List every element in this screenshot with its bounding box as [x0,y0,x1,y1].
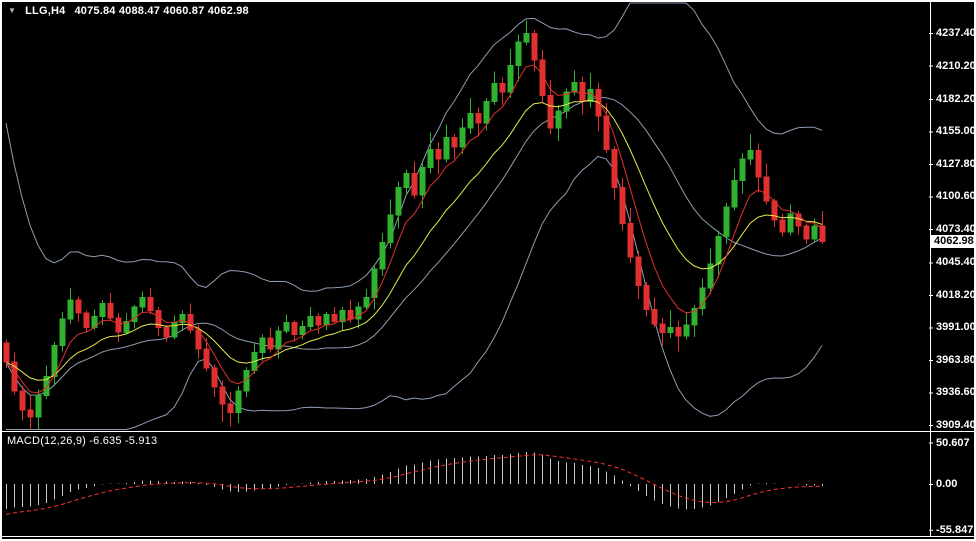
price-tick-label: 4182.20 [936,92,976,105]
slow-ma-line [5,99,823,381]
current-price-badge: 4062.98 [931,235,976,248]
price-tick-label: 3936.60 [936,386,976,399]
bollinger-upper-band [5,2,823,292]
macd-indicator-label: MACD(12,26,9) -6.635 -5.913 [7,435,158,447]
macd-histogram [6,452,823,510]
ohlc-values: 4075.84 4088.47 4060.87 4062.98 [74,5,249,17]
chart-title: ▼ LLG,H4 4075.84 4088.47 4060.87 4062.98 [8,5,249,17]
price-tick-label: 4155.00 [936,125,976,138]
bollinger-middle-band [5,96,823,396]
price-tick-label: 4100.60 [936,190,976,203]
price-tick-label: 3909.40 [936,419,976,431]
macd-tick-label: 0.00 [936,478,958,490]
price-tick-label: 4045.40 [936,256,976,269]
macd-signal-line [5,454,822,515]
price-tick-label: 4127.80 [936,157,976,170]
symbol-dropdown-icon[interactable]: ▼ [8,6,17,15]
macd-tick-label: 50.607 [936,436,970,449]
price-tick-label: 4073.40 [936,223,976,235]
bollinger-lower-band [6,155,823,430]
macd-tick-label: -55.847 [936,523,974,536]
symbol-period-label: LLG,H4 [25,5,66,17]
price-tick-label: 4237.40 [936,27,976,39]
price-tick-label: 4210.20 [936,59,976,72]
price-tick-label: 3963.80 [936,353,976,366]
candles [3,20,826,430]
fast-ma-line [5,64,823,394]
price-tick-label: 3991.00 [936,321,976,334]
price-tick-label: 4018.20 [936,288,976,301]
